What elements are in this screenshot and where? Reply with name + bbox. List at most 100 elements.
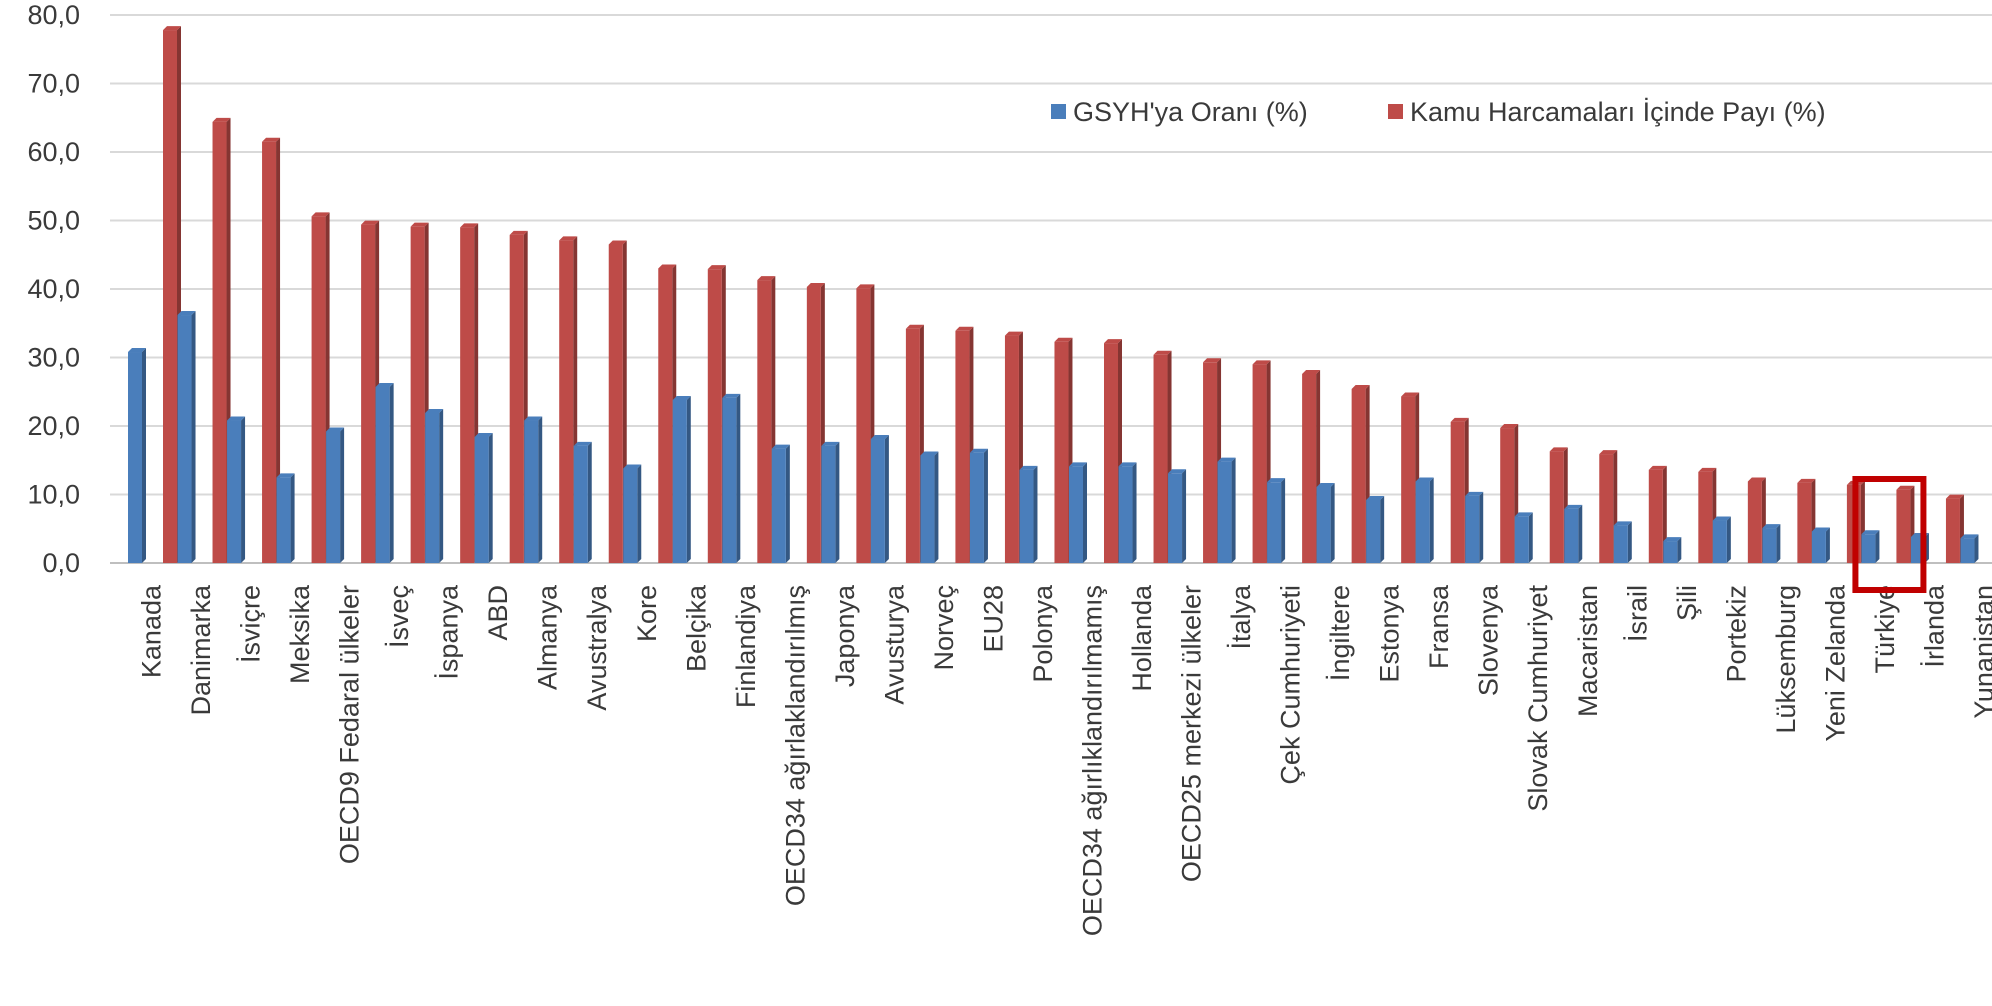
bar-gsyh — [1267, 478, 1285, 563]
bar-front — [955, 331, 969, 563]
bar-front — [757, 280, 771, 563]
bar-side — [1331, 483, 1335, 563]
bar-front — [856, 288, 870, 563]
bar-front — [1253, 364, 1267, 563]
x-tick-label: İsviçre — [235, 585, 266, 663]
x-tick-label: Avustralya — [582, 584, 612, 711]
bar-gsyh — [1713, 517, 1731, 563]
bar-gsyh — [376, 383, 394, 563]
bar-side — [1826, 527, 1830, 563]
bar-side — [142, 348, 146, 563]
bar-front — [262, 142, 276, 563]
y-tick-label: 20,0 — [27, 411, 80, 441]
bar-front — [1416, 481, 1430, 563]
bar-front — [1104, 343, 1118, 563]
bar-front — [1203, 362, 1217, 563]
bar-gsyh — [227, 417, 245, 563]
bar-front — [1267, 482, 1281, 563]
x-tick-label: Fransa — [1424, 584, 1454, 669]
bar-gsyh — [178, 311, 196, 563]
bar-front — [425, 413, 439, 563]
bar-side — [1974, 534, 1978, 563]
bar-gsyh — [1366, 496, 1384, 563]
bar-front — [1946, 499, 1960, 563]
bar-front — [1564, 509, 1578, 563]
bar-gsyh — [574, 442, 592, 563]
bar-gsyh — [920, 451, 938, 563]
bar-side — [1578, 505, 1582, 563]
legend-swatch — [1051, 104, 1066, 119]
bar-front — [1168, 473, 1182, 563]
x-tick-label: Avusturya — [879, 584, 909, 705]
bar-gsyh — [128, 348, 146, 563]
legend-swatch — [1388, 104, 1403, 119]
bar-side — [885, 435, 889, 563]
x-tick-label: İspanya — [433, 584, 464, 680]
bar-front — [1500, 428, 1514, 563]
bar-side — [637, 464, 641, 563]
bar-front — [1649, 470, 1663, 563]
bar-front — [623, 468, 637, 563]
bar-front — [1352, 389, 1366, 563]
bar-gsyh — [970, 449, 988, 563]
bar-side — [1628, 521, 1632, 563]
x-tick-label: İrlanda — [1918, 584, 1949, 668]
bar-gsyh — [277, 473, 295, 563]
bar-front — [807, 287, 821, 563]
x-tick-label: İtalya — [1225, 584, 1256, 650]
x-tick-label: Meksika — [285, 584, 315, 684]
bar-side — [1232, 458, 1236, 563]
x-tick-label: Şili — [1672, 585, 1702, 621]
bar-side — [291, 473, 295, 563]
x-tick-label: Yeni Zelanda — [1820, 584, 1850, 742]
legend-label: GSYH'ya Oranı (%) — [1073, 97, 1308, 127]
x-tick-label: Türkiye — [1870, 585, 1900, 674]
y-tick-label: 80,0 — [27, 0, 80, 30]
bar-front — [475, 437, 489, 563]
bar-front — [574, 446, 588, 563]
bar-front — [1713, 521, 1727, 563]
bar-front — [411, 227, 425, 563]
x-tick-label: Hollanda — [1127, 584, 1157, 692]
x-tick-label: ABD — [483, 585, 513, 641]
bar-gsyh — [1168, 469, 1186, 563]
bar-front — [1019, 470, 1033, 563]
bar-front — [277, 477, 291, 563]
x-tick-label: Almanya — [533, 584, 563, 690]
bar-gsyh — [1812, 527, 1830, 563]
bar-front — [178, 315, 192, 563]
bar-side — [1727, 517, 1731, 563]
bar-front — [658, 268, 672, 563]
x-tick-label: Estonya — [1375, 584, 1405, 683]
bar-side — [1875, 530, 1879, 563]
bar-front — [1465, 496, 1479, 563]
bar-side — [835, 442, 839, 563]
bar-front — [871, 439, 885, 563]
bar-front — [1762, 528, 1776, 563]
bar-front — [1366, 500, 1380, 563]
bar-front — [970, 453, 984, 563]
bar-gsyh — [1416, 477, 1434, 563]
x-tick-label: OECD9 Fedaral ülkeler — [335, 585, 365, 864]
x-tick-label: Macaristan — [1573, 585, 1603, 717]
bar-side — [241, 417, 245, 563]
bar-gsyh — [1465, 492, 1483, 563]
bar-side — [192, 311, 196, 563]
bar-side — [1133, 462, 1137, 563]
bar-front — [510, 235, 524, 563]
x-tick-label: Finlandiya — [731, 584, 761, 708]
bar-side — [736, 394, 740, 563]
bar-side — [1677, 537, 1681, 563]
bar-front — [920, 455, 934, 563]
x-tick-label: Lüksemburg — [1771, 585, 1801, 734]
x-tick-label: OECD34 ağırlaklandırılmış — [780, 585, 810, 906]
bar-front — [1748, 481, 1762, 563]
bar-front — [128, 352, 142, 563]
bar-front — [1401, 397, 1415, 563]
bar-gsyh — [623, 464, 641, 563]
bar-side — [1380, 496, 1384, 563]
bar-front — [1515, 516, 1529, 563]
bar-front — [1896, 490, 1910, 563]
bar-gsyh — [1960, 534, 1978, 563]
